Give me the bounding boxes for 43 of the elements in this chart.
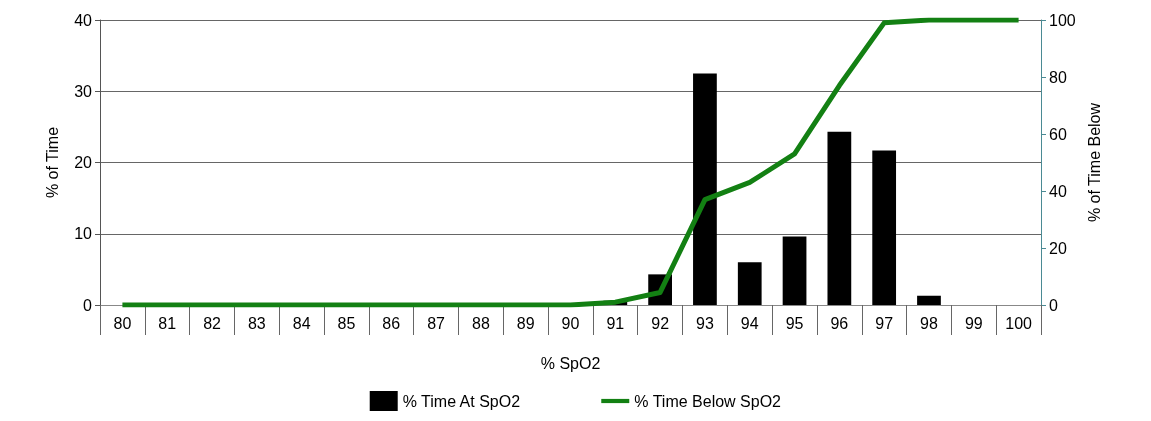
y-axis-title: % of Time xyxy=(43,126,61,199)
x-tick-label: 83 xyxy=(247,314,266,332)
y-tick-label: 40 xyxy=(74,11,93,29)
y2-tick-label: 40 xyxy=(1049,182,1067,200)
x-tick-label: 95 xyxy=(785,314,804,332)
y-tick-label: 0 xyxy=(83,296,93,314)
y2-tick-label: 20 xyxy=(1049,239,1067,257)
y2-tick-label: 60 xyxy=(1049,125,1067,143)
bar xyxy=(827,131,852,305)
x-tick-label: 97 xyxy=(875,314,894,332)
x-tick-label: 89 xyxy=(516,314,535,332)
x-tick-label: 96 xyxy=(830,314,849,332)
x-tick-label: 93 xyxy=(696,314,714,332)
y2-axis-title: % of Time Below xyxy=(1086,102,1104,223)
y-tick-label: 20 xyxy=(74,154,93,171)
legend-label: % Time Below SpO2 xyxy=(634,392,782,410)
x-tick-label: 94 xyxy=(740,314,759,332)
x-tick-label: 88 xyxy=(471,314,490,332)
y2-tick-label: 0 xyxy=(1049,296,1058,314)
x-tick-label: 87 xyxy=(427,314,446,332)
x-tick-label: 100 xyxy=(1005,314,1033,332)
x-tick-label: 98 xyxy=(920,314,938,332)
x-tick-label: 81 xyxy=(158,314,177,332)
y2-tick-label: 80 xyxy=(1049,68,1067,86)
y-tick-label: 30 xyxy=(74,82,93,100)
x-tick-label: 85 xyxy=(337,314,356,332)
y2-tick-label: 100 xyxy=(1049,11,1076,29)
bar xyxy=(782,236,807,305)
x-tick-label: 86 xyxy=(382,314,401,332)
x-tick-label: 91 xyxy=(606,314,625,332)
x-tick-label: 84 xyxy=(292,314,311,332)
x-tick-label: 99 xyxy=(964,314,983,332)
bar xyxy=(737,262,762,305)
bar xyxy=(872,150,897,305)
x-tick-label: 82 xyxy=(203,314,222,332)
x-tick-label: 92 xyxy=(651,314,670,332)
x-tick-label: 90 xyxy=(561,314,580,332)
legend-label: % Time At SpO2 xyxy=(402,392,521,410)
bar xyxy=(917,295,941,305)
x-tick-label: 80 xyxy=(113,314,132,332)
x-axis-title: % SpO2 xyxy=(540,354,601,372)
y-tick-label: 10 xyxy=(74,225,93,243)
bar xyxy=(693,73,717,305)
